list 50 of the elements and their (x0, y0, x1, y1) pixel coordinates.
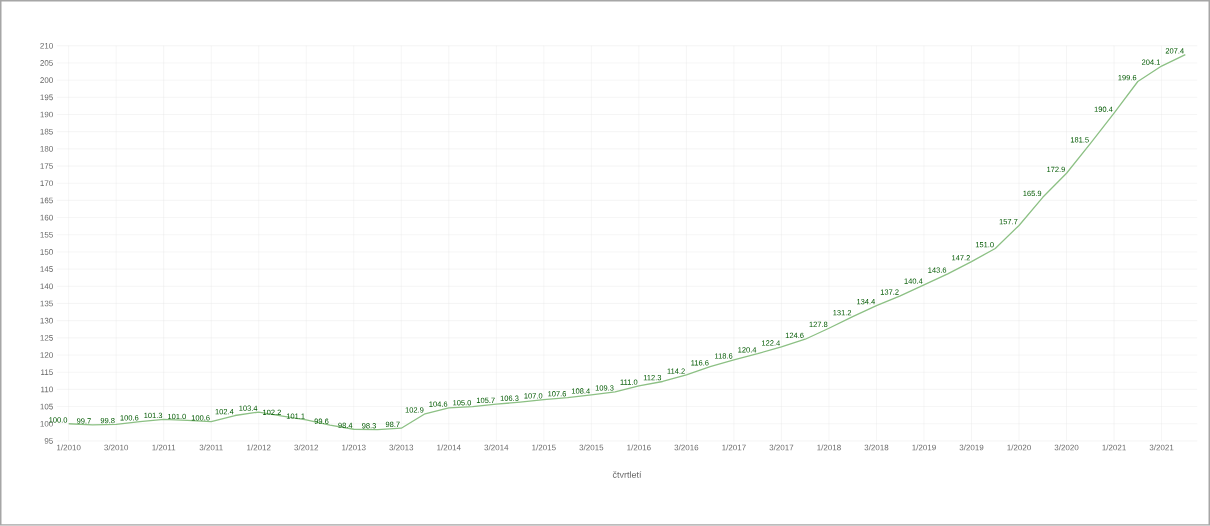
y-tick-label: 195 (40, 94, 53, 101)
y-tick-label: 165 (40, 197, 53, 204)
y-tick-label: 130 (40, 317, 53, 324)
x-tick-label: 1/2019 (912, 444, 936, 451)
x-tick-label: 1/2011 (152, 444, 176, 451)
x-axis-title: čtvrtletí (612, 471, 642, 479)
y-tick-label: 185 (40, 128, 53, 135)
y-tick-label: 200 (40, 77, 53, 84)
x-tick-label: 3/2017 (769, 444, 794, 451)
x-tick-label: 1/2021 (1102, 444, 1126, 451)
x-tick-label: 1/2010 (57, 444, 81, 451)
x-tick-label: 1/2014 (437, 444, 461, 451)
x-tick-label: 1/2020 (1007, 444, 1031, 451)
x-tick-label: 1/2015 (532, 444, 556, 451)
y-tick-label: 115 (41, 369, 53, 376)
x-tick-label: 1/2012 (247, 444, 271, 451)
x-tick-label: 3/2011 (199, 444, 223, 451)
x-tick-label: 1/2016 (627, 444, 651, 451)
y-tick-label: 95 (44, 438, 53, 444)
x-tick-label: 1/2013 (342, 444, 366, 451)
y-tick-label: 170 (40, 180, 53, 187)
y-tick-label: 125 (40, 335, 53, 341)
y-tick-label: 135 (40, 300, 53, 307)
x-tick-label: 3/2019 (959, 444, 984, 451)
y-tick-label: 140 (40, 283, 53, 290)
y-tick-label: 120 (40, 352, 53, 358)
y-tick-label: 145 (40, 266, 53, 273)
y-tick-label: 180 (40, 146, 53, 152)
x-tick-label: 3/2010 (104, 444, 129, 451)
y-tick-label: 155 (40, 232, 53, 238)
x-tick-label: 3/2014 (484, 444, 509, 451)
x-tick-label: 3/2016 (674, 444, 699, 451)
x-tick-label: 3/2012 (294, 444, 319, 451)
line-series (68, 54, 1186, 431)
x-tick-label: 3/2020 (1054, 444, 1079, 451)
y-tick-label: 105 (40, 403, 53, 410)
y-tick-label: 100 (40, 421, 53, 427)
x-tick-label: 3/2013 (389, 444, 414, 451)
y-tick-label: 205 (40, 60, 53, 66)
x-tick-label: 3/2015 (579, 444, 604, 451)
x-tick-label: 3/2021 (1149, 444, 1174, 451)
y-tick-label: 210 (40, 43, 53, 49)
y-tick-label: 175 (40, 163, 53, 169)
x-tick-label: 3/2018 (864, 444, 889, 451)
x-tick-label: 1/2018 (817, 444, 841, 451)
x-tick-label: 1/2017 (722, 444, 746, 451)
y-tick-label: 110 (41, 386, 53, 393)
y-tick-label: 160 (40, 214, 53, 221)
y-tick-label: 150 (40, 249, 53, 255)
y-tick-label: 190 (40, 111, 53, 118)
